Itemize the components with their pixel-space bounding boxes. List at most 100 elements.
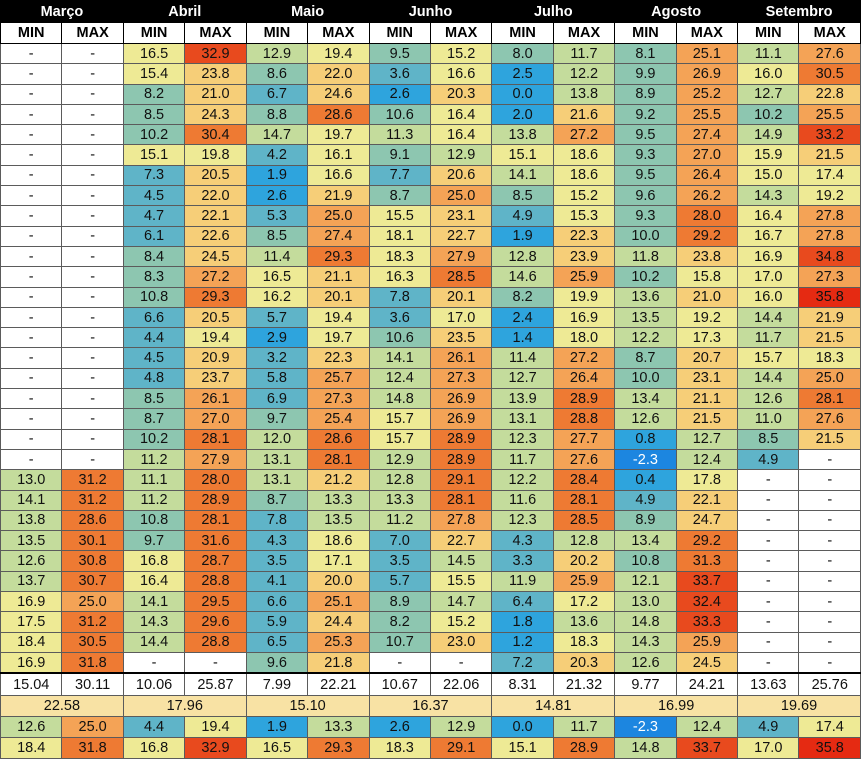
min-cell: 11.0: [737, 408, 800, 430]
max-cell: 31.2: [61, 611, 124, 633]
max-cell: 16.6: [307, 164, 370, 187]
max-cell: 25.9: [552, 570, 616, 593]
max-cell: 27.9: [184, 448, 247, 471]
min-cell: 16.5: [122, 42, 186, 65]
max-cell: 28.7: [184, 550, 247, 572]
min-cell: 14.4: [737, 306, 800, 329]
max-cell: 26.1: [429, 347, 493, 369]
max-cell: 21.2: [307, 469, 370, 491]
max-cell: 29.2: [675, 530, 739, 552]
min-cell: 9.2: [614, 103, 677, 126]
min-cell: 11.8: [614, 245, 677, 268]
max-cell: 22.3: [552, 225, 616, 247]
max-cell: 32.9: [184, 42, 247, 65]
grand-average-cell: 16.99: [614, 695, 739, 718]
min-cell: 4.7: [122, 205, 186, 227]
max-cell: 17.0: [429, 306, 493, 329]
min-cell: 14.3: [737, 185, 800, 207]
min-cell: 14.4: [122, 631, 186, 653]
min-cell: 1.9: [245, 716, 309, 739]
min-cell: 8.1: [614, 42, 677, 65]
max-cell: 29.3: [184, 286, 247, 308]
max-cell: 22.0: [307, 63, 370, 85]
max-cell: 16.1: [307, 144, 370, 166]
min-cell: -: [737, 530, 800, 552]
max-cell: -: [798, 530, 861, 552]
day-row: - -16.5 32.9 12.9 19.4 9.5 15.2 8.0 11.7 8.1 25.1 1…: [0, 42, 861, 65]
min-cell: 8.9: [614, 83, 677, 105]
max-cell: 16.4: [429, 103, 493, 126]
min-cell: -: [0, 428, 63, 450]
min-cell: -: [0, 286, 63, 308]
min-cell: 3.2: [245, 347, 309, 369]
min-cell: 13.5: [0, 530, 63, 552]
max-cell: 28.9: [184, 489, 247, 511]
grand-average-cell: 19.69: [737, 695, 861, 718]
max-cell: 33.7: [675, 570, 739, 593]
max-cell: 21.6: [552, 103, 616, 126]
max-cell: 18.6: [307, 530, 370, 552]
min-cell: -: [0, 42, 63, 65]
day-row: 14.1 31.2 11.2 28.9 8.7 13.3 13.3 28.1 11.6 28.1 4…: [0, 489, 861, 511]
max-cell: 21.1: [307, 266, 370, 288]
max-cell: 32.9: [184, 737, 247, 759]
max-cell: 28.1: [307, 448, 370, 471]
max-cell: 21.5: [798, 144, 861, 166]
max-cell: -: [61, 286, 124, 308]
max-header: MAX: [675, 22, 739, 44]
min-cell: 16.5: [245, 737, 309, 759]
min-cell: 2.0: [491, 103, 554, 126]
min-cell: 15.7: [737, 347, 800, 369]
max-cell: 21.32: [552, 672, 616, 697]
max-cell: 22.3: [307, 347, 370, 369]
min-cell: 8.5: [122, 388, 186, 410]
min-cell: 12.6: [737, 388, 800, 410]
day-row: - -4.7 22.1 5.3 25.0 15.5 23.1 4.9 15.3 9.3 28.0 16…: [0, 205, 861, 227]
max-cell: -: [798, 591, 861, 613]
max-cell: -: [429, 651, 493, 674]
max-cell: 24.3: [184, 103, 247, 126]
min-cell: 0.8: [614, 428, 677, 450]
min-cell: 10.0: [614, 367, 677, 390]
min-cell: 12.8: [491, 245, 554, 268]
min-cell: 13.1: [491, 408, 554, 430]
max-cell: 23.1: [675, 367, 739, 390]
min-cell: -: [0, 327, 63, 349]
min-cell: 11.4: [245, 245, 309, 268]
max-cell: 25.76: [798, 672, 861, 697]
max-cell: 19.7: [307, 327, 370, 349]
min-cell: 15.0: [737, 164, 800, 187]
max-cell: 21.5: [798, 428, 861, 450]
min-cell: 8.5: [491, 185, 554, 207]
min-cell: 8.5: [245, 225, 309, 247]
min-cell: 15.1: [491, 144, 554, 166]
max-cell: 14.7: [429, 591, 493, 613]
min-cell: 12.1: [614, 570, 677, 593]
max-cell: 28.8: [552, 408, 616, 430]
max-cell: 12.2: [552, 63, 616, 85]
max-cell: 25.0: [61, 591, 124, 613]
day-row: - -4.5 20.9 3.2 22.3 14.1 26.1 11.4 27.2 8.7 20.7 1…: [0, 347, 861, 369]
min-cell: 10.8: [614, 550, 677, 572]
max-cell: 25.0: [307, 205, 370, 227]
max-cell: 22.0: [184, 185, 247, 207]
min-cell: 8.7: [122, 408, 186, 430]
min-cell: 8.6: [245, 63, 309, 85]
max-cell: 16.4: [429, 124, 493, 146]
min-cell: 14.9: [737, 124, 800, 146]
month-header-maio: Maio: [245, 0, 370, 23]
min-cell: -: [0, 124, 63, 146]
min-cell: -: [0, 245, 63, 268]
min-cell: 16.3: [368, 266, 431, 288]
max-cell: 25.1: [307, 591, 370, 613]
max-cell: 22.7: [429, 225, 493, 247]
max-cell: 21.8: [307, 651, 370, 674]
min-cell: 10.2: [614, 266, 677, 288]
min-cell: 12.7: [737, 83, 800, 105]
max-cell: 27.0: [184, 408, 247, 430]
min-cell: 17.5: [0, 611, 63, 633]
max-cell: -: [61, 42, 124, 65]
day-row: - -11.2 27.9 13.1 28.1 12.9 28.9 11.7 27.6 -2.3 12…: [0, 448, 861, 471]
max-cell: -: [61, 367, 124, 390]
